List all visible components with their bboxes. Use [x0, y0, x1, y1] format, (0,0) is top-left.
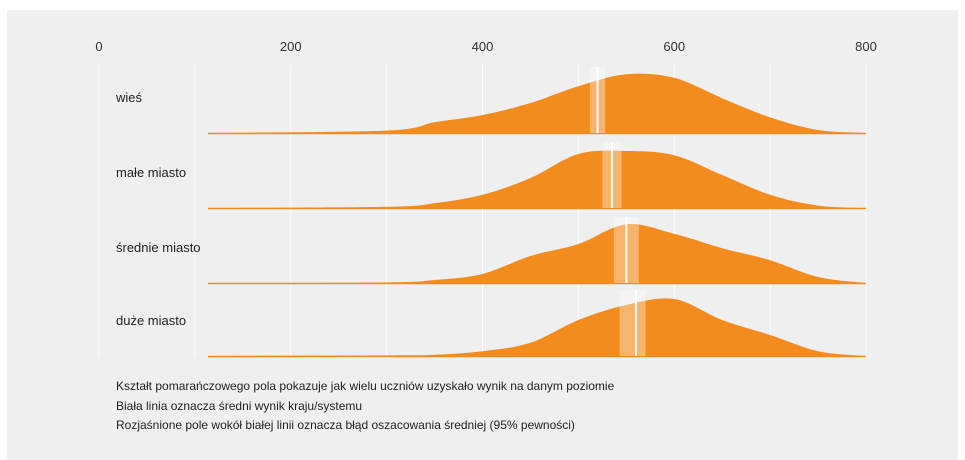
note-shape: Kształt pomarańczowego pola pokazuje jak… [116, 379, 615, 393]
confidence-band [619, 290, 646, 356]
series-label: małe miasto [116, 165, 186, 180]
x-tick-label: 0 [95, 39, 102, 54]
note-confidence-band: Rozjaśnione pole wokół białej linii ozna… [116, 418, 575, 432]
density-area [207, 73, 866, 133]
note-mean-line: Biała linia oznacza średni wynik kraju/s… [116, 398, 363, 413]
chart-notes: Kształt pomarańczowego pola pokazuje jak… [116, 377, 916, 436]
series-label: średnie miasto [116, 240, 201, 255]
x-tick-label: 800 [855, 39, 877, 54]
density-area [207, 223, 866, 283]
x-tick-label: 400 [472, 39, 494, 54]
series-label: duże miasto [116, 313, 186, 328]
series-label: wieś [115, 90, 143, 105]
density-area [207, 150, 866, 208]
x-tick-label: 200 [280, 39, 302, 54]
density-area [207, 298, 866, 356]
x-tick-label: 600 [663, 39, 685, 54]
